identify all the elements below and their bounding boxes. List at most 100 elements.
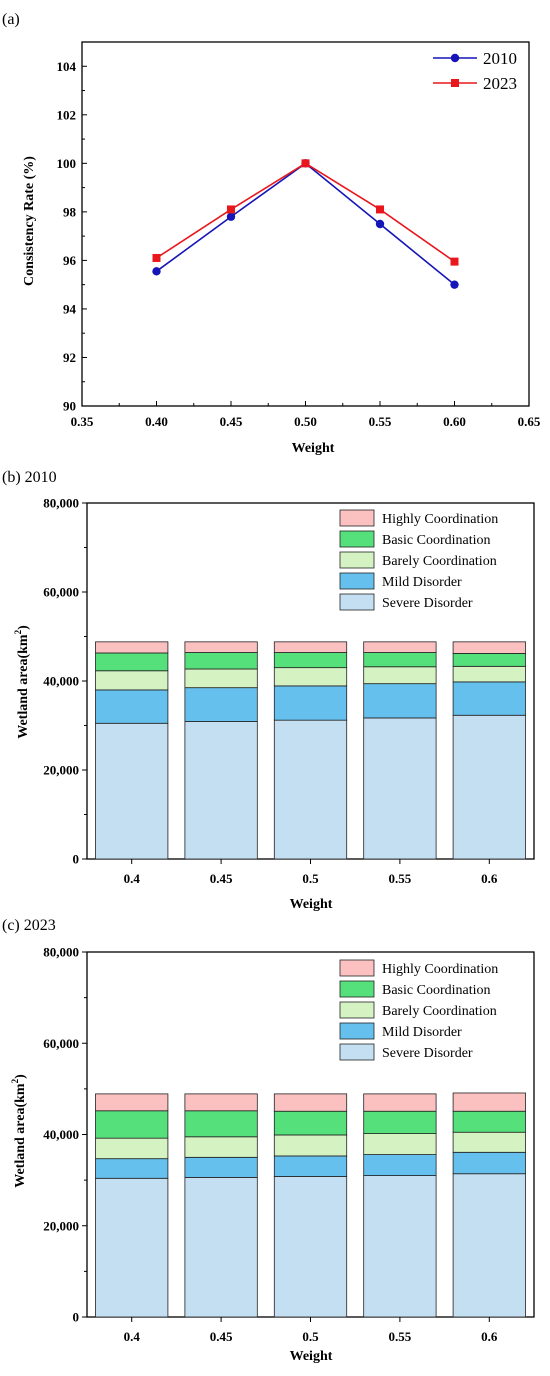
bar-segment-mild-disorder <box>452 681 526 716</box>
legend-label: Barely Coordination <box>382 1004 497 1019</box>
y-tick-label: 94 <box>63 301 77 316</box>
x-axis-label: Weight <box>292 441 335 456</box>
x-tick-label: 0.35 <box>71 414 94 429</box>
bar-segment-highly-coordination <box>95 641 169 654</box>
y-tick-label: 40,000 <box>43 674 79 689</box>
bar-segment-severe-disorder <box>95 722 169 860</box>
bar-segment-severe-disorder <box>184 721 258 860</box>
panel-label: (a) <box>2 11 20 28</box>
y-tick-label: 80,000 <box>43 496 79 511</box>
bar-segment-basic-coordination <box>184 652 258 670</box>
legend-swatch <box>339 1043 375 1061</box>
bar-segment-highly-coordination <box>95 1093 169 1112</box>
data-point-2023 <box>301 159 310 168</box>
bar-segment-severe-disorder <box>273 1176 348 1318</box>
stacked-bar-chart-2023: (c) 2023 Weight Wetland area(km2) 0.4 0.4… <box>2 917 535 1364</box>
x-axis-label: Weight <box>290 1349 333 1364</box>
y-tick-label: 96 <box>63 253 77 268</box>
panel-b: (b) 2010 Weight Wetland area(km2) 0.4 0.4… <box>0 460 550 915</box>
bar-segment-severe-disorder <box>95 1177 169 1318</box>
x-tick-label: 0.50 <box>294 414 317 429</box>
data-point-2010 <box>450 280 459 289</box>
y-tick-label: 40,000 <box>43 1127 79 1142</box>
panel-label: (c) 2023 <box>2 917 56 934</box>
legend-swatch <box>339 1001 375 1019</box>
x-tick-label: 0.40 <box>145 414 168 429</box>
data-point-2010 <box>152 267 161 276</box>
x-tick-label: 0.4 <box>124 1329 141 1344</box>
y-axis-label: Consistency Rate (%) <box>22 156 37 286</box>
legend-swatch <box>339 572 375 590</box>
x-tick-label: 0.4 <box>124 871 141 886</box>
panel-label: (b) 2010 <box>2 469 57 486</box>
legend-swatch <box>339 959 375 977</box>
bar-segment-basic-coordination <box>273 1110 348 1136</box>
bar-segment-mild-disorder <box>273 685 348 721</box>
y-axis-label: Wetland area(km2) <box>10 1074 28 1188</box>
legend-swatch <box>339 551 375 569</box>
data-point-2023 <box>376 205 384 214</box>
bar-segment-severe-disorder <box>452 1173 526 1318</box>
bar-segment-mild-disorder <box>184 687 258 722</box>
legend-label: 2023 <box>483 74 517 93</box>
panel-a: (a) Weight Consistency Rate (%) 0.35 0.40… <box>0 0 550 460</box>
bar-segment-highly-coordination <box>273 641 348 653</box>
legend-label: Highly Coordination <box>382 962 498 977</box>
bar-segment-highly-coordination <box>184 1093 258 1112</box>
bar-segment-highly-coordination <box>273 1093 348 1112</box>
x-tick-label: 0.45 <box>210 871 233 886</box>
bar-segment-barely-coordination <box>363 666 437 685</box>
bar-segment-basic-coordination <box>95 652 169 672</box>
data-point-2010 <box>226 212 236 221</box>
x-tick-label: 0.55 <box>389 1329 412 1344</box>
y-tick-label: 80,000 <box>43 945 79 960</box>
bar-segment-severe-disorder <box>363 1175 437 1318</box>
y-axis-label: Wetland area(km2) <box>13 625 31 739</box>
bar-segment-severe-disorder <box>452 714 526 860</box>
y-tick-label: 90 <box>63 399 76 414</box>
bar-segment-mild-disorder <box>363 1154 437 1176</box>
bar-segment-mild-disorder <box>363 683 437 719</box>
series-line-2023 <box>156 162 455 263</box>
bar-segment-mild-disorder <box>95 689 169 724</box>
bar-segment-highly-coordination <box>452 1092 526 1112</box>
legend-swatch <box>339 980 375 998</box>
series-line-2010 <box>156 162 456 286</box>
legend-marker <box>451 79 459 87</box>
legend-swatch <box>339 593 375 611</box>
bar-segment-severe-disorder <box>273 719 348 860</box>
x-tick-label: 0.65 <box>518 414 541 429</box>
bar-segment-barely-coordination <box>452 1131 526 1153</box>
legend-label: Basic Coordination <box>382 983 491 998</box>
bar-segment-barely-coordination <box>273 1134 348 1157</box>
line-chart: (a) Weight Consistency Rate (%) 0.35 0.40… <box>2 11 541 456</box>
x-tick-label: 0.55 <box>369 414 392 429</box>
bar-segment-mild-disorder <box>95 1158 169 1179</box>
legend-label: Severe Disorder <box>382 596 473 611</box>
data-point-2010 <box>375 219 385 229</box>
y-tick-label: 60,000 <box>43 585 79 600</box>
bar-segment-basic-coordination <box>95 1110 169 1139</box>
y-tick-label: 0 <box>73 852 80 867</box>
legend-label: Highly Coordination <box>382 512 498 527</box>
bar-segment-barely-coordination <box>363 1133 437 1155</box>
stacked-bar-chart-2010: (b) 2010 Weight Wetland area(km2) 0.4 0.4… <box>2 469 535 912</box>
legend-label: 2010 <box>483 49 517 68</box>
legend-label: Barely Coordination <box>382 554 497 569</box>
bar-segment-basic-coordination <box>452 1110 526 1133</box>
legend-swatch <box>339 1022 375 1040</box>
bar-segment-highly-coordination <box>184 641 258 653</box>
bar-segment-basic-coordination <box>273 652 348 669</box>
y-tick-label: 98 <box>63 204 77 219</box>
y-tick-label: 92 <box>63 350 76 365</box>
bar-segment-highly-coordination <box>452 641 526 654</box>
bar-segment-highly-coordination <box>363 641 437 653</box>
bar-segment-severe-disorder <box>184 1176 258 1318</box>
x-axis-label: Weight <box>290 897 333 912</box>
y-tick-label: 60,000 <box>43 1036 79 1051</box>
legend-label: Mild Disorder <box>382 575 462 590</box>
x-tick-label: 0.6 <box>481 1329 498 1344</box>
bar-segment-barely-coordination <box>452 665 526 683</box>
bar-segment-mild-disorder <box>273 1155 348 1177</box>
bar-segment-basic-coordination <box>363 1110 437 1134</box>
